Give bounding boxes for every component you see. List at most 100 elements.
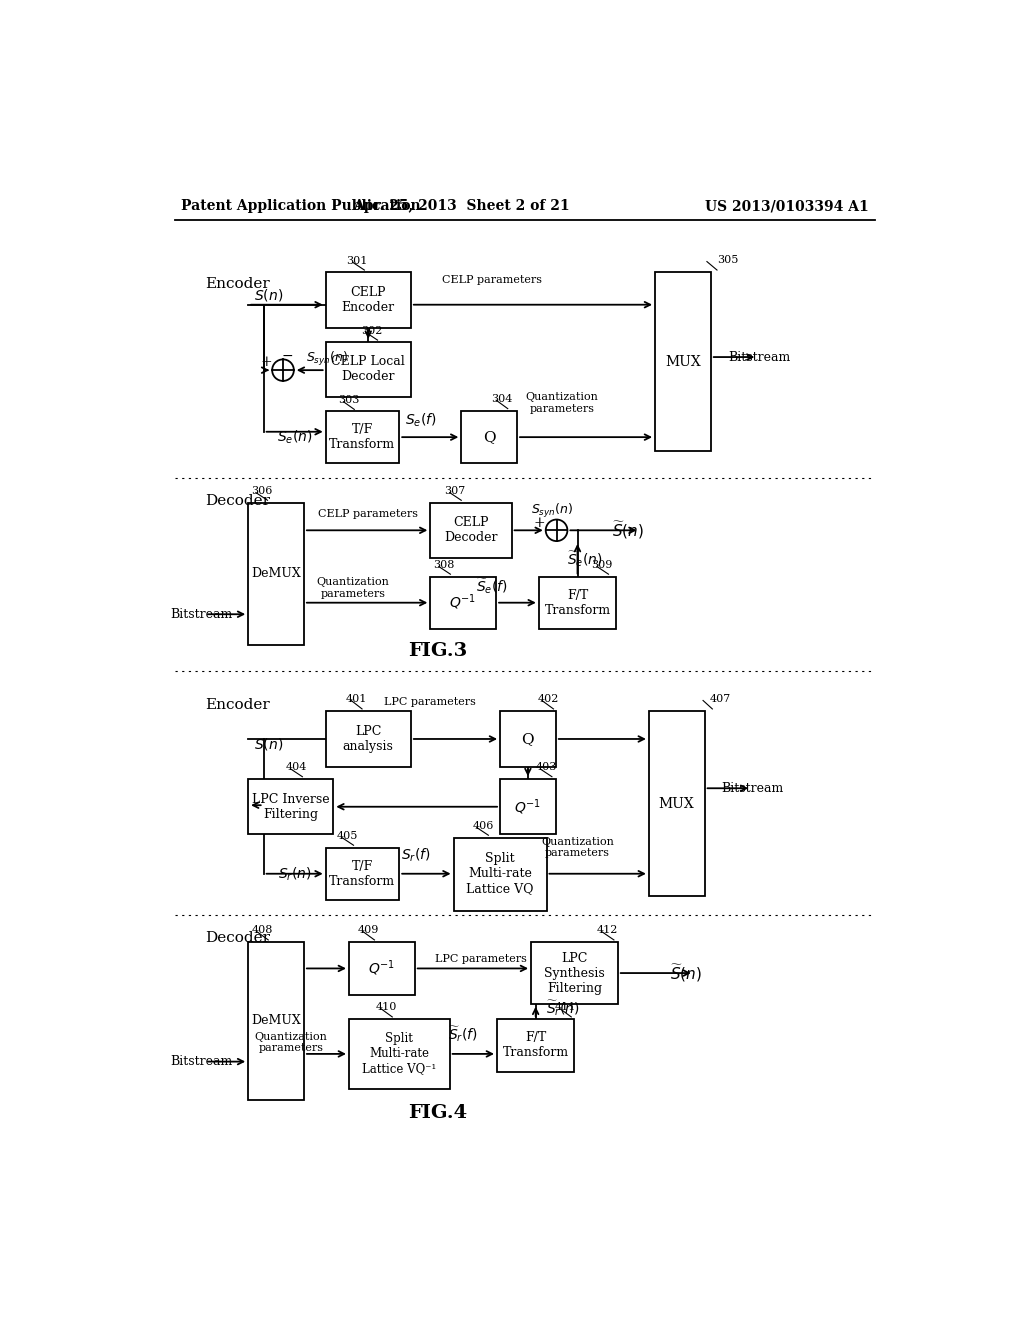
Bar: [349, 1019, 450, 1089]
Text: 307: 307: [444, 486, 466, 496]
Text: Encoder: Encoder: [206, 277, 270, 290]
Text: $\widetilde{S}_r(f)$: $\widetilde{S}_r(f)$: [449, 1024, 478, 1044]
Text: 403: 403: [536, 763, 557, 772]
Text: LPC Inverse
Filtering: LPC Inverse Filtering: [252, 793, 330, 821]
Text: 406: 406: [472, 821, 494, 832]
Text: DeMUX: DeMUX: [251, 1014, 301, 1027]
Text: Decoder: Decoder: [206, 931, 270, 945]
Text: $S_r(f)$: $S_r(f)$: [400, 846, 430, 865]
Bar: [461, 411, 517, 463]
Text: Q: Q: [483, 430, 496, 444]
Text: Bitstream: Bitstream: [722, 781, 784, 795]
Text: LPC
analysis: LPC analysis: [343, 725, 393, 752]
Text: 401: 401: [346, 694, 368, 704]
Text: $Q^{-1}$: $Q^{-1}$: [450, 593, 476, 612]
Bar: [326, 847, 399, 900]
Text: LPC parameters: LPC parameters: [384, 697, 476, 708]
Bar: [500, 711, 556, 767]
Bar: [454, 838, 547, 911]
Text: 409: 409: [357, 925, 379, 935]
Text: Bitstream: Bitstream: [170, 1055, 232, 1068]
Text: $S_{syn}(n)$: $S_{syn}(n)$: [306, 350, 348, 367]
Text: Split
Multi-rate
Lattice VQ⁻¹: Split Multi-rate Lattice VQ⁻¹: [362, 1032, 436, 1076]
Text: Quantization
parameters: Quantization parameters: [541, 837, 614, 858]
Text: 305: 305: [717, 255, 738, 265]
Text: LPC parameters: LPC parameters: [434, 954, 526, 964]
Text: Quantization
parameters: Quantization parameters: [525, 392, 598, 414]
Bar: [649, 711, 705, 896]
Text: $Q^{-1}$: $Q^{-1}$: [514, 797, 542, 817]
Text: $\widetilde{S}_r(n)$: $\widetilde{S}_r(n)$: [547, 998, 581, 1018]
Text: F/T
Transform: F/T Transform: [503, 1031, 568, 1060]
Text: 407: 407: [710, 694, 730, 704]
Text: Q: Q: [521, 733, 535, 746]
Text: $Q^{-1}$: $Q^{-1}$: [368, 958, 395, 978]
Bar: [248, 503, 304, 645]
Bar: [248, 942, 304, 1100]
Text: MUX: MUX: [658, 797, 694, 810]
Bar: [326, 711, 411, 767]
Text: T/F
Transform: T/F Transform: [329, 859, 395, 888]
Bar: [326, 342, 411, 397]
Text: Bitstream: Bitstream: [170, 607, 232, 620]
Bar: [349, 942, 415, 995]
Text: 404: 404: [286, 763, 307, 772]
Text: 304: 304: [490, 393, 512, 404]
Text: 411: 411: [554, 1002, 575, 1012]
Bar: [248, 779, 334, 834]
Text: Apr. 25, 2013  Sheet 2 of 21: Apr. 25, 2013 Sheet 2 of 21: [353, 199, 569, 213]
Bar: [430, 503, 512, 558]
Text: Quantization
parameters: Quantization parameters: [316, 577, 389, 599]
Text: −: −: [281, 350, 293, 363]
Text: 412: 412: [596, 925, 617, 935]
Text: 309: 309: [592, 560, 613, 570]
Text: LPC
Synthesis
Filtering: LPC Synthesis Filtering: [544, 952, 605, 994]
Text: $\widetilde{S}_e(f)$: $\widetilde{S}_e(f)$: [476, 576, 508, 595]
Text: Encoder: Encoder: [206, 698, 270, 711]
Bar: [500, 779, 556, 834]
Text: CELP
Encoder: CELP Encoder: [342, 286, 395, 314]
Text: MUX: MUX: [665, 355, 700, 368]
Text: 306: 306: [251, 486, 272, 496]
Text: $S_r(n)$: $S_r(n)$: [278, 866, 311, 883]
Text: +: +: [260, 355, 271, 370]
Text: T/F
Transform: T/F Transform: [329, 424, 395, 451]
Text: 308: 308: [433, 560, 455, 570]
Text: CELP
Decoder: CELP Decoder: [443, 516, 498, 544]
Text: 303: 303: [338, 395, 359, 405]
Text: CELP parameters: CELP parameters: [318, 510, 418, 519]
Text: CELP parameters: CELP parameters: [442, 275, 543, 285]
Bar: [326, 411, 399, 463]
Text: 405: 405: [337, 832, 358, 841]
Bar: [531, 942, 617, 1003]
Text: FIG.3: FIG.3: [409, 643, 468, 660]
Text: F/T
Transform: F/T Transform: [545, 589, 610, 616]
Text: 301: 301: [346, 256, 368, 265]
Text: Decoder: Decoder: [206, 494, 270, 508]
Text: $S_e(f)$: $S_e(f)$: [404, 412, 436, 429]
Text: $S_e(n)$: $S_e(n)$: [276, 429, 312, 446]
Text: FIG.4: FIG.4: [409, 1105, 468, 1122]
Text: $\widetilde{S}_e(n)$: $\widetilde{S}_e(n)$: [567, 549, 603, 569]
Bar: [326, 272, 411, 327]
Text: CELP Local
Decoder: CELP Local Decoder: [332, 355, 406, 383]
Bar: [430, 577, 496, 628]
Text: $S_{syn}(n)$: $S_{syn}(n)$: [531, 502, 573, 520]
Text: DeMUX: DeMUX: [251, 566, 301, 579]
Text: +: +: [534, 516, 546, 529]
Bar: [497, 1019, 574, 1072]
Text: Quantization
parameters: Quantization parameters: [254, 1031, 328, 1053]
Text: US 2013/0103394 A1: US 2013/0103394 A1: [706, 199, 869, 213]
Text: $\widetilde{S}(n)$: $\widetilde{S}(n)$: [612, 520, 644, 541]
Bar: [655, 272, 711, 451]
Text: Split
Multi-rate
Lattice VQ: Split Multi-rate Lattice VQ: [466, 853, 534, 895]
Text: Bitstream: Bitstream: [728, 351, 791, 363]
Text: $\widetilde{S}(n)$: $\widetilde{S}(n)$: [671, 962, 702, 983]
Text: 410: 410: [376, 1002, 396, 1012]
Text: 402: 402: [538, 694, 559, 704]
Bar: [539, 577, 616, 628]
Text: Patent Application Publication: Patent Application Publication: [180, 199, 420, 213]
Text: $S(n)$: $S(n)$: [254, 288, 284, 304]
Text: $S(n)$: $S(n)$: [254, 735, 284, 751]
Text: 302: 302: [361, 326, 383, 335]
